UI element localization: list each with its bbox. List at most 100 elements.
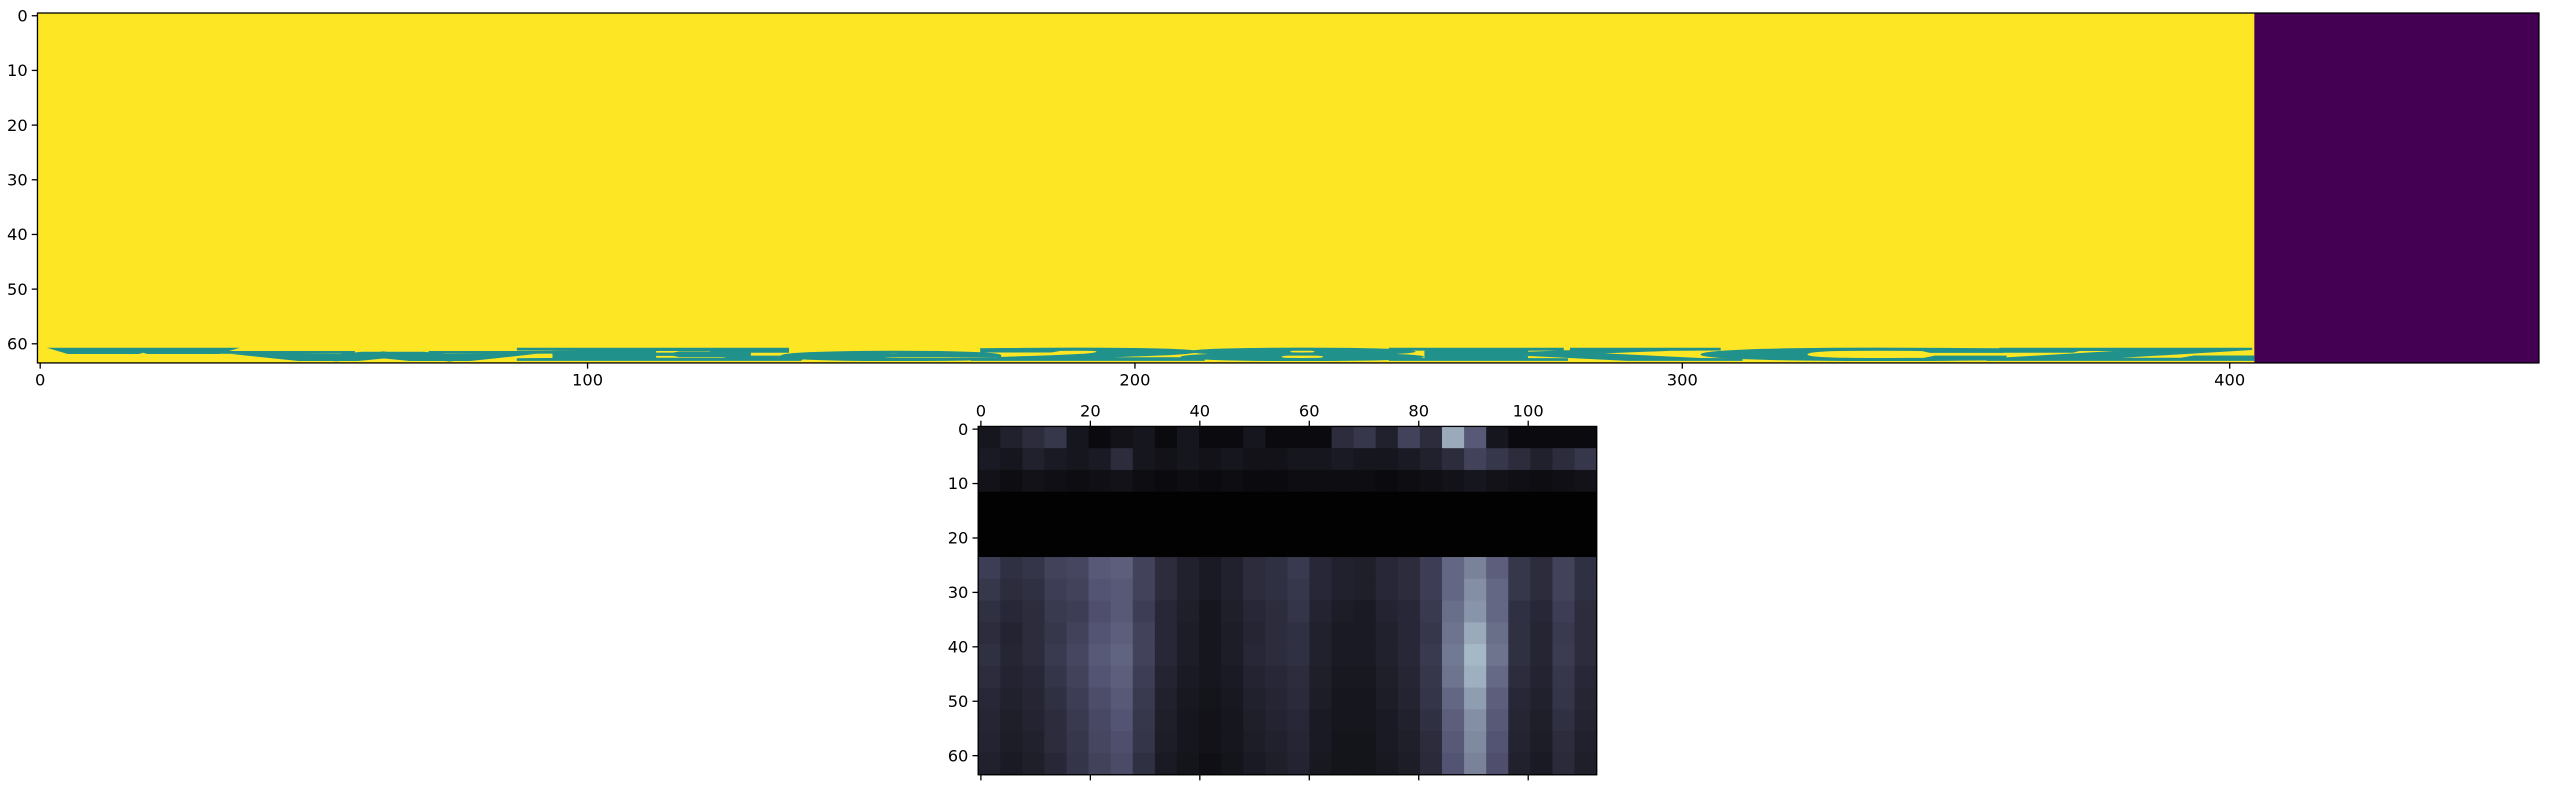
- heatmap-cell: [1110, 731, 1134, 754]
- heatmap-cell: [1265, 578, 1289, 602]
- heatmap-cell: [1464, 600, 1487, 623]
- x-tick-label: 40: [1189, 402, 1210, 421]
- heatmap-cell: [1265, 752, 1289, 776]
- heatmap-cell: [1066, 491, 1090, 515]
- heatmap-cell: [1442, 644, 1465, 667]
- heatmap-cell: [1530, 426, 1554, 449]
- heatmap-cell: [1331, 709, 1355, 732]
- y-tick-label: 60: [7, 334, 28, 353]
- heatmap-cell: [1176, 469, 1200, 493]
- heatmap-cell: [1464, 557, 1487, 580]
- heatmap-cell: [1199, 513, 1222, 536]
- heatmap-cell: [978, 622, 1001, 645]
- heatmap-cell: [1331, 469, 1355, 493]
- heatmap-cell: [1265, 491, 1289, 515]
- heatmap-cell: [1110, 578, 1134, 602]
- heatmap-cell: [1176, 557, 1200, 580]
- heatmap-cell: [1397, 513, 1421, 536]
- heatmap-cell: [1088, 709, 1112, 732]
- heatmap-cell: [1066, 448, 1090, 471]
- axes-frame: [36, 12, 2540, 364]
- x-tick-label: 300: [1667, 371, 1698, 390]
- heatmap-cell: [1353, 644, 1377, 667]
- heatmap-cell: [1022, 622, 1046, 645]
- heatmap-cell: [1331, 557, 1355, 580]
- heatmap-cell: [1243, 644, 1266, 667]
- heatmap-cell: [1199, 731, 1222, 754]
- heatmap-cell: [1265, 557, 1289, 580]
- heatmap-cell: [1397, 687, 1421, 711]
- heatmap-cell: [1022, 426, 1046, 449]
- heatmap-cell: [1243, 622, 1266, 645]
- heatmap-cell: [1176, 535, 1200, 558]
- heatmap-cell: [978, 731, 1001, 754]
- heatmap-cell: [1199, 426, 1222, 449]
- heatmap-cell: [1353, 731, 1377, 754]
- heatmap-cell: [1375, 578, 1399, 602]
- heatmap-cell: [1132, 578, 1156, 602]
- heatmap-cell: [1243, 513, 1266, 536]
- axes-frame: [977, 425, 1598, 776]
- heatmap-cell: [1243, 687, 1266, 711]
- heatmap-cell: [1397, 665, 1421, 689]
- heatmap-cell: [1154, 687, 1178, 711]
- heatmap-cell: [1132, 731, 1156, 754]
- heatmap-cell: [1110, 535, 1134, 558]
- heatmap-cell: [1464, 709, 1487, 732]
- heatmap-cell: [1022, 578, 1046, 602]
- heatmap-cell: [1287, 644, 1311, 667]
- heatmap-cell: [1044, 687, 1068, 711]
- heatmap-cell: [1221, 513, 1244, 536]
- heatmap-cell: [1508, 535, 1532, 558]
- heatmap-cell: [1154, 644, 1178, 667]
- heatmap-cell: [1530, 687, 1554, 711]
- heatmap-cell: [1088, 622, 1112, 645]
- heatmap-cell: [1464, 426, 1487, 449]
- heatmap-cell: [1176, 709, 1200, 732]
- heatmap-cell: [1552, 535, 1576, 558]
- x-tick-label: 100: [572, 371, 603, 390]
- heatmap-cell: [1353, 513, 1377, 536]
- heatmap-cell: [978, 491, 1001, 515]
- heatmap-cell: [1088, 600, 1112, 623]
- heatmap-cell: [1397, 709, 1421, 732]
- heatmap-cell: [1309, 665, 1333, 689]
- heatmap-cell: [978, 448, 1001, 471]
- heatmap-cell: [1486, 469, 1509, 493]
- heatmap-cell: [1397, 469, 1421, 493]
- heatmap-cell: [1265, 665, 1289, 689]
- heatmap-cell: [1176, 644, 1200, 667]
- heatmap-cell: [1574, 557, 1598, 580]
- heatmap-cell: [1000, 557, 1023, 580]
- heatmap-cell: [1486, 752, 1509, 776]
- heatmap-cell: [1574, 731, 1598, 754]
- heatmap-cell: [1243, 535, 1266, 558]
- heatmap-cell: [1309, 731, 1333, 754]
- heatmap-cell: [978, 469, 1001, 493]
- heatmap-cell: [1000, 513, 1023, 536]
- heatmap-cell: [1442, 600, 1465, 623]
- heatmap-cell: [1309, 469, 1333, 493]
- heatmap-cell: [1154, 557, 1178, 580]
- heatmap-cell: [1574, 687, 1598, 711]
- heatmap-cell: [1154, 426, 1178, 449]
- heatmap-cell: [1000, 535, 1023, 558]
- heatmap-cell: [1176, 578, 1200, 602]
- heatmap-cell: [1375, 687, 1399, 711]
- heatmap-cell: [1486, 709, 1509, 732]
- heatmap-cell: [1154, 535, 1178, 558]
- heatmap-cell: [1419, 491, 1443, 515]
- heatmap-cell: [1419, 644, 1443, 667]
- heatmap-cell: [978, 600, 1001, 623]
- heatmap-cell: [1486, 513, 1509, 536]
- heatmap-cell: [1154, 600, 1178, 623]
- heatmap-cell: [1486, 491, 1509, 515]
- heatmap-cell: [1442, 535, 1465, 558]
- heatmap-cell: [1088, 448, 1112, 471]
- heatmap-cell: [1464, 469, 1487, 493]
- heatmap-cell: [1353, 752, 1377, 776]
- heatmap-cell: [1110, 622, 1134, 645]
- heatmap-cell: [1176, 426, 1200, 449]
- heatmap-cell: [1265, 535, 1289, 558]
- heatmap-cell: [1353, 665, 1377, 689]
